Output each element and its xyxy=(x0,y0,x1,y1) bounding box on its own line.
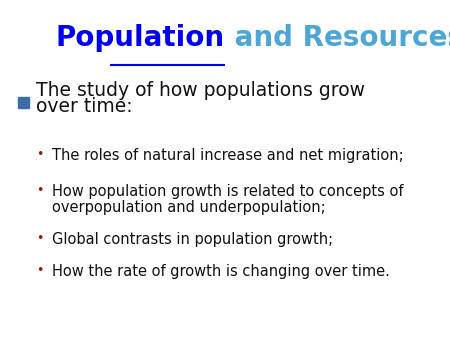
Text: How the rate of growth is changing over time.: How the rate of growth is changing over … xyxy=(52,264,390,279)
Text: How population growth is related to concepts of: How population growth is related to conc… xyxy=(52,184,404,199)
Text: and Resources: and Resources xyxy=(225,24,450,52)
Text: overpopulation and underpopulation;: overpopulation and underpopulation; xyxy=(52,200,326,215)
Text: The roles of natural increase and net migration;: The roles of natural increase and net mi… xyxy=(52,148,404,163)
Text: The study of how populations grow: The study of how populations grow xyxy=(36,81,365,100)
Text: Population: Population xyxy=(56,24,225,52)
Text: Global contrasts in population growth;: Global contrasts in population growth; xyxy=(52,232,333,247)
Text: •: • xyxy=(36,184,44,197)
Bar xyxy=(18,97,29,107)
Text: •: • xyxy=(36,148,44,161)
Text: •: • xyxy=(36,232,44,245)
Text: •: • xyxy=(36,264,44,277)
Text: over time:: over time: xyxy=(36,97,133,116)
